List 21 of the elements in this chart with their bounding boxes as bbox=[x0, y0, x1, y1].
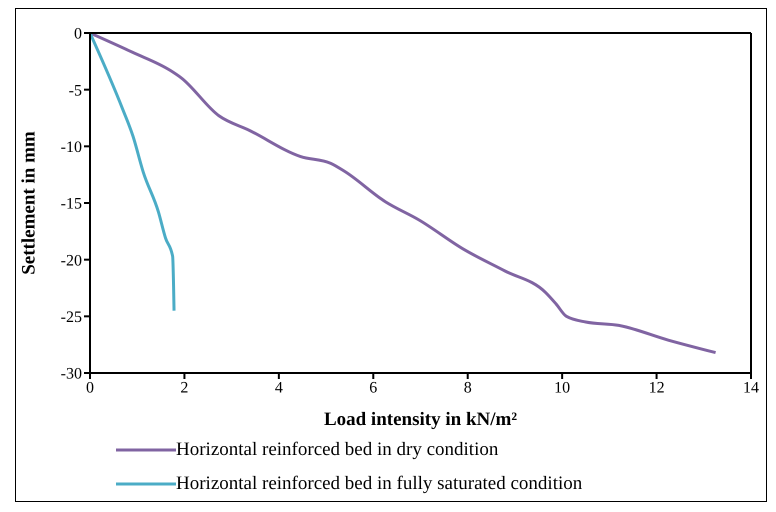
x-tick-label: 6 bbox=[369, 379, 378, 396]
x-tick-label: 10 bbox=[554, 379, 570, 396]
x-axis-title: Load intensity in kN/m² bbox=[324, 409, 518, 430]
y-tick-label: -30 bbox=[60, 366, 82, 383]
y-tick-label: -10 bbox=[60, 139, 82, 156]
x-tick-label: 12 bbox=[648, 379, 665, 396]
legend-label: Horizontal reinforced bed in fully saturated condition bbox=[176, 473, 582, 495]
y-tick-label: -25 bbox=[60, 309, 82, 326]
y-tick-label: -5 bbox=[68, 82, 82, 100]
line-series bbox=[90, 33, 718, 354]
x-tick-label: 2 bbox=[180, 379, 188, 396]
x-tick-label: 0 bbox=[86, 379, 94, 396]
legend-label: Horizontal reinforced bed in dry condition bbox=[176, 439, 498, 461]
line-series bbox=[90, 33, 176, 312]
y-tick-label: 0 bbox=[74, 26, 82, 43]
y-axis-title: Settlement in mm bbox=[18, 131, 40, 275]
x-tick-label: 14 bbox=[743, 379, 759, 396]
x-tick-label: 4 bbox=[274, 379, 283, 396]
y-tick-label: -15 bbox=[60, 196, 82, 213]
x-tick-label: 8 bbox=[464, 379, 472, 396]
y-tick-label: -20 bbox=[60, 252, 82, 270]
